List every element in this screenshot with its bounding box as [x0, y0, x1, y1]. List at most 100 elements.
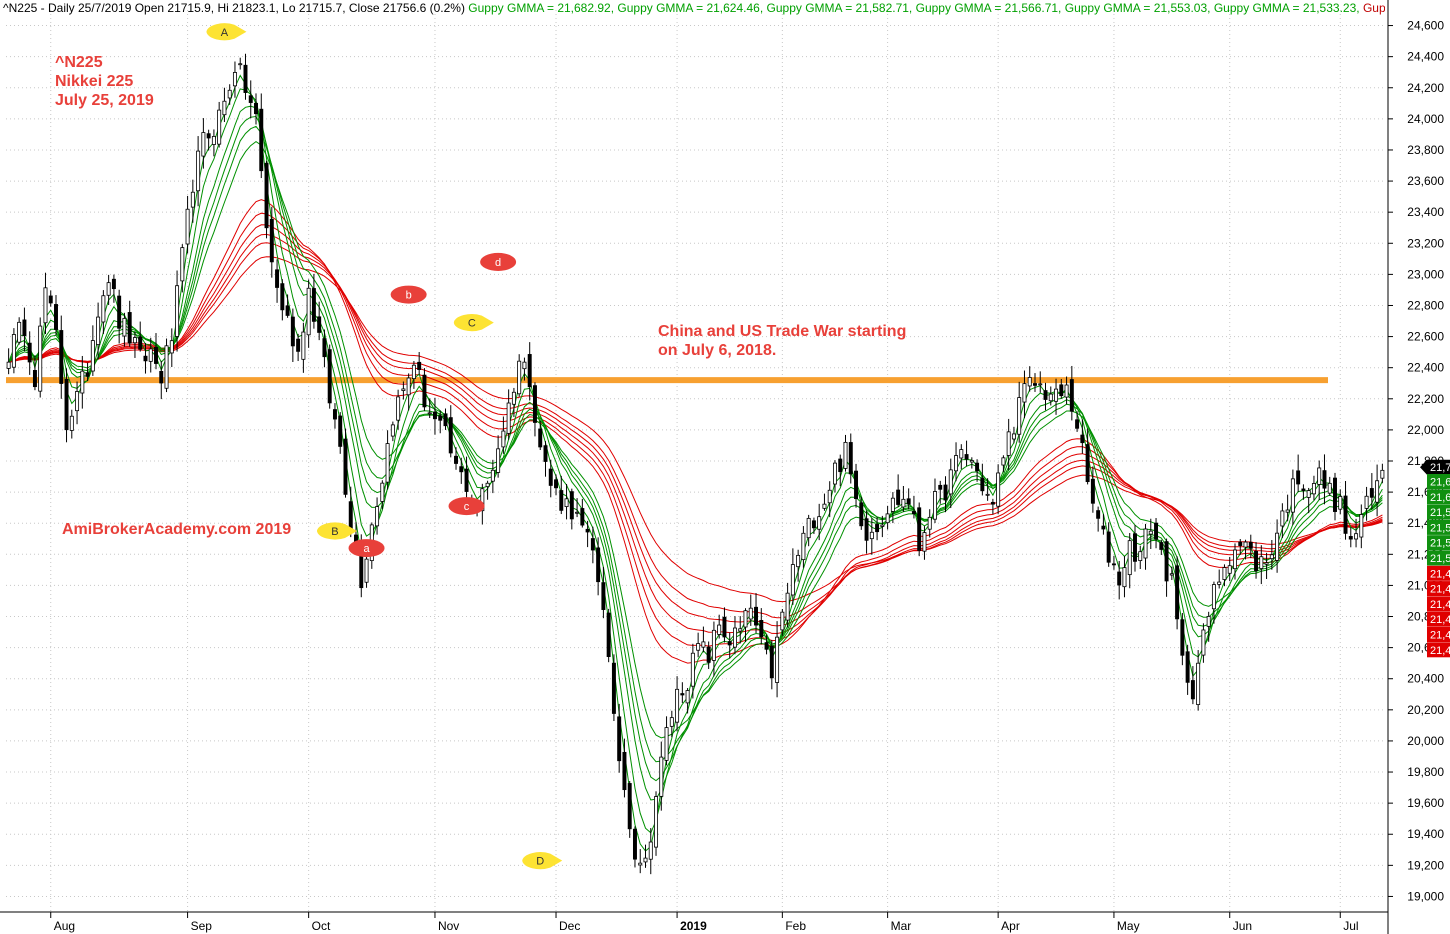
- candle-body-153: [811, 520, 816, 529]
- candle-body-174: [922, 532, 927, 552]
- marker-shape-C: [453, 314, 494, 332]
- gmma-short-12: [8, 125, 1383, 763]
- right-label-bg-3: [1427, 504, 1450, 520]
- candle-body-168: [890, 497, 895, 512]
- candle-body-101: [538, 428, 543, 448]
- candle-body-206: [1090, 478, 1095, 504]
- right-label-5: 21,553: [1430, 538, 1450, 550]
- candle-body-25: [138, 336, 143, 350]
- candle-body-205: [1085, 444, 1090, 483]
- right-label-bg-9: [1427, 596, 1450, 612]
- candle-body-61: [327, 349, 332, 404]
- y-label-22: 23,400: [1407, 205, 1444, 219]
- x-label-3: Nov: [438, 919, 459, 933]
- candle-body-64: [343, 438, 348, 495]
- candle-body-20: [111, 278, 116, 290]
- gmma-short-5: [8, 88, 1383, 834]
- x-label-6: Feb: [785, 919, 806, 933]
- right-label-11: 21,411.4: [1430, 630, 1450, 642]
- candle-body-240: [1269, 554, 1274, 560]
- candle-body-70: [375, 506, 380, 527]
- candle-body-14: [80, 370, 85, 394]
- candle-body-1: [11, 334, 16, 368]
- candle-body-149: [790, 564, 795, 596]
- marker-label-B: B: [331, 526, 338, 538]
- candle-body-51: [275, 269, 280, 288]
- candle-body-113: [601, 582, 606, 610]
- candle-body-21: [117, 295, 122, 329]
- candle-body-182: [964, 454, 969, 460]
- y-label-18: 22,600: [1407, 330, 1444, 344]
- candle-body-94: [501, 430, 506, 448]
- candle-body-242: [1280, 510, 1285, 527]
- candle-body-213: [1127, 540, 1132, 576]
- y-label-27: 24,400: [1407, 50, 1444, 64]
- candle-body-137: [727, 641, 732, 646]
- candle-body-87: [464, 468, 469, 492]
- candle-body-193: [1022, 383, 1027, 403]
- candle-body-215: [1138, 551, 1143, 562]
- y-axis-labels: 19,000 19,200 19,400 19,600 19,800 20,000 20,2…: [1388, 19, 1444, 903]
- y-label-6: 20,200: [1407, 703, 1444, 717]
- candle-body-12: [69, 415, 74, 431]
- right-label-arrow-0: [1420, 459, 1427, 475]
- header-gmma-5: Guppy GMMA = 21,533.23,: [1213, 1, 1360, 15]
- candle-body-138: [732, 627, 737, 648]
- candle-body-130: [690, 652, 695, 687]
- annotation-ticker: ^N225: [55, 54, 103, 71]
- gmma-long-50: [8, 242, 1383, 619]
- candle-body-179: [948, 469, 953, 495]
- candle-body-214: [1133, 533, 1137, 562]
- candle-body-232: [1227, 565, 1232, 574]
- candle-body-116: [617, 716, 622, 762]
- candle-body-203: [1075, 419, 1080, 429]
- candle-body-189: [1001, 457, 1006, 466]
- candle-body-158: [838, 458, 843, 473]
- candle-body-218: [1154, 522, 1159, 540]
- candle-body-42: [227, 89, 232, 99]
- candle-body-8: [48, 295, 53, 304]
- candle-body-59: [317, 316, 322, 333]
- candle-body-139: [738, 628, 743, 632]
- candle-body-97: [517, 360, 522, 395]
- candle-body-125: [664, 727, 669, 761]
- candle-body-252: [1333, 477, 1337, 512]
- marker-label-c: c: [464, 501, 470, 513]
- candle-body-223: [1180, 619, 1185, 656]
- candle-body-259: [1369, 488, 1374, 498]
- y-label-15: 22,000: [1407, 423, 1444, 437]
- marker-label-A: A: [221, 27, 229, 39]
- candle-body-38: [206, 133, 211, 139]
- candle-body-5: [32, 370, 37, 388]
- candle-body-146: [775, 636, 780, 683]
- candle-body-32: [175, 285, 180, 337]
- candle-body-212: [1122, 567, 1127, 588]
- x-label-2: Oct: [312, 919, 331, 933]
- candle-body-145: [769, 645, 774, 679]
- candle-body-201: [1064, 384, 1069, 398]
- annotation-trade-war-line1: China and US Trade War starting: [658, 323, 907, 340]
- x-label-5: 2019: [680, 919, 707, 933]
- candle-body-156: [827, 489, 832, 504]
- candle-body-105: [559, 490, 564, 511]
- right-label-6: 21,533.2: [1430, 553, 1450, 565]
- candle-body-28: [154, 347, 158, 364]
- candle-body-26: [143, 355, 148, 362]
- candle-body-72: [385, 443, 390, 483]
- candle-body-111: [590, 538, 595, 551]
- candle-body-55: [296, 338, 301, 352]
- candle-body-147: [780, 611, 785, 631]
- candle-body-157: [833, 462, 837, 485]
- candle-body-251: [1327, 482, 1332, 494]
- candle-body-172: [911, 511, 916, 515]
- marker-shape-A: [206, 23, 247, 41]
- right-label-7: 21,453.8: [1430, 568, 1450, 580]
- candle-body-9: [54, 304, 58, 330]
- candle-body-18: [101, 295, 106, 323]
- marker-shape-a: [348, 539, 385, 558]
- y-label-23: 23,600: [1407, 174, 1444, 188]
- candle-body-79: [422, 374, 427, 408]
- candle-body-76: [406, 377, 411, 396]
- right-label-2: 21,624.5: [1430, 492, 1450, 504]
